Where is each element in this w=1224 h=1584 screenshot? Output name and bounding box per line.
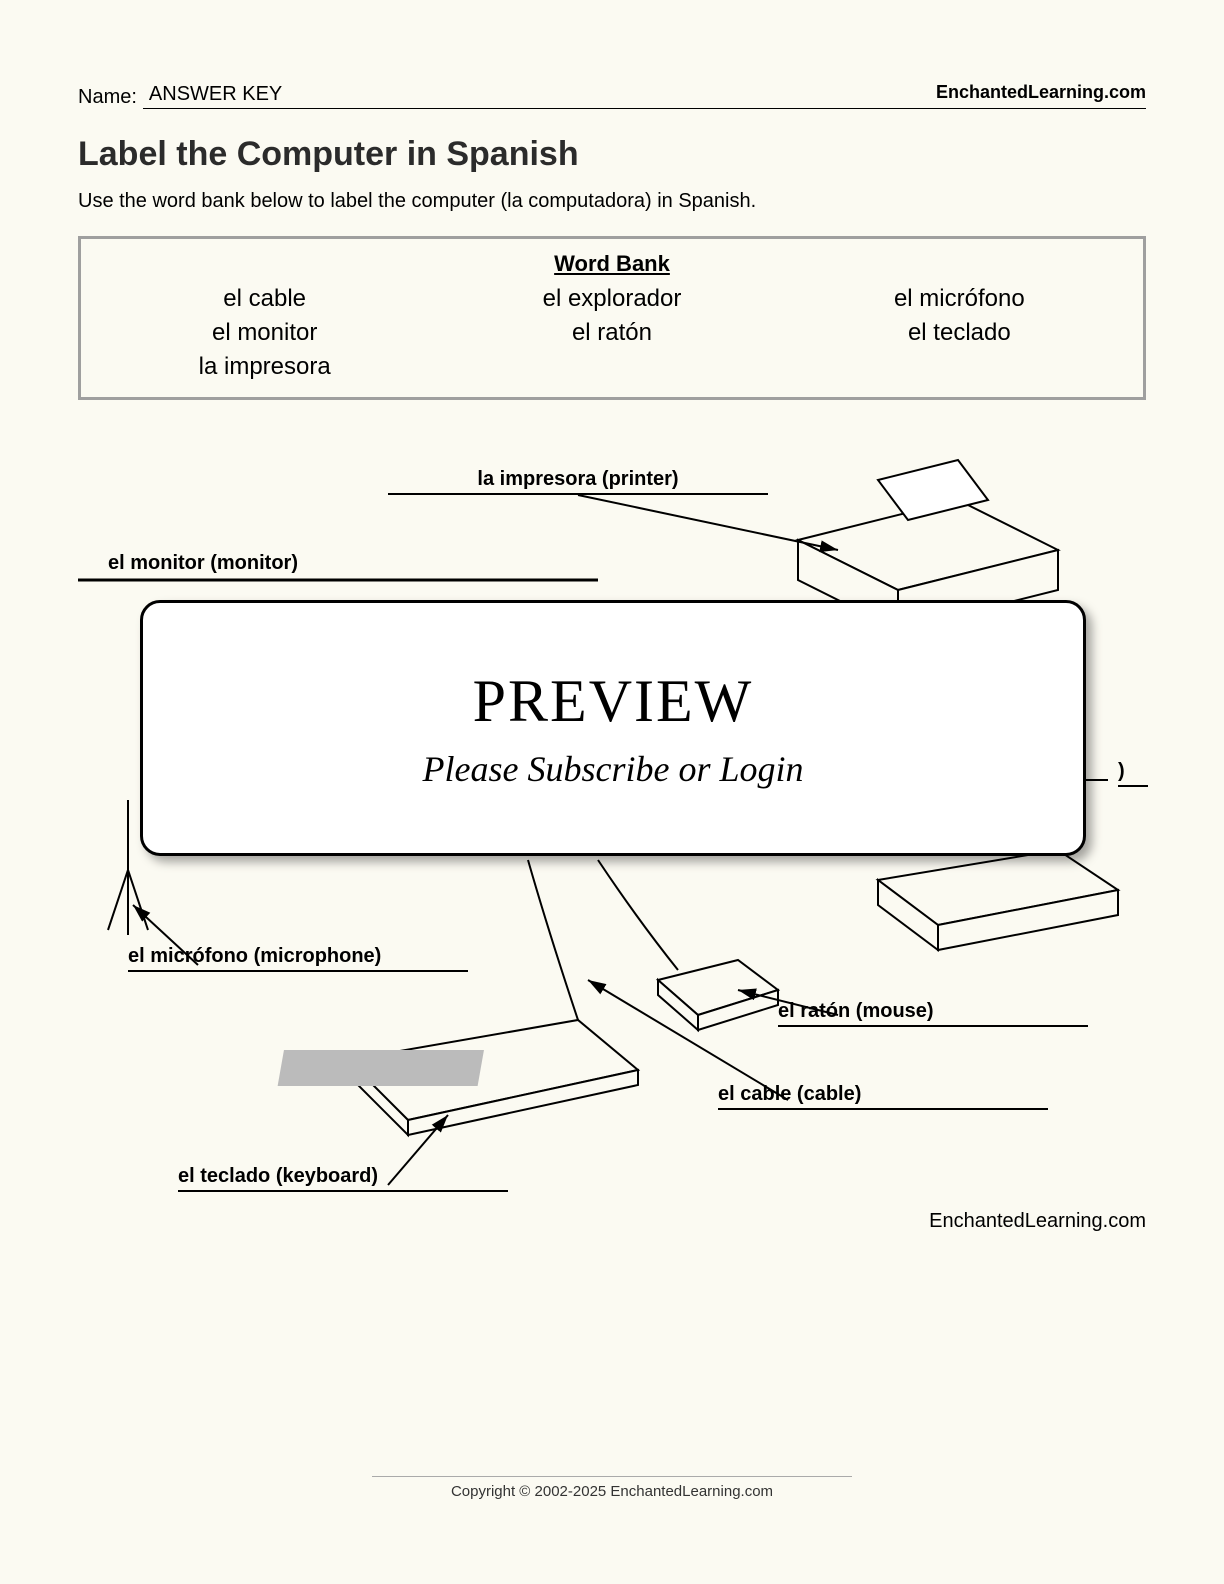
- label-monitor: el monitor (monitor): [108, 552, 298, 575]
- wordbank-item: el ratón: [448, 319, 775, 347]
- worksheet-page: Name: ANSWER KEY EnchantedLearning.com L…: [0, 0, 1224, 1584]
- label-printer: la impresora (printer): [388, 468, 768, 495]
- preview-overlay: PREVIEW Please Subscribe or Login: [140, 600, 1086, 856]
- label-cable: el cable (cable): [718, 1083, 1048, 1110]
- label-mouse-text: el ratón (mouse): [778, 1000, 934, 1022]
- site-header: EnchantedLearning.com: [930, 82, 1146, 103]
- label-mouse: el ratón (mouse): [778, 1000, 1088, 1027]
- copyright-text: Copyright © 2002-2025 EnchantedLearning.…: [451, 1483, 773, 1500]
- overlay-subtitle: Please Subscribe or Login: [423, 748, 804, 790]
- copyright: Copyright © 2002-2025 EnchantedLearning.…: [0, 1476, 1224, 1500]
- label-browser-partial: ): [1118, 760, 1148, 787]
- label-microphone: el micrófono (microphone): [128, 945, 468, 972]
- wordbank-item: el explorador: [448, 285, 775, 313]
- wordbank-item: el cable: [101, 285, 428, 313]
- label-cable-text: el cable (cable): [718, 1083, 861, 1105]
- site-footer-label: EnchantedLearning.com: [929, 1210, 1146, 1233]
- wordbank-item: la impresora: [101, 353, 428, 381]
- label-monitor-text: el monitor (monitor): [108, 552, 298, 574]
- label-printer-text: la impresora (printer): [477, 468, 678, 490]
- wordbank-item: [448, 353, 775, 381]
- word-bank-title: Word Bank: [101, 251, 1123, 277]
- name-value: ANSWER KEY: [149, 83, 282, 106]
- word-bank: Word Bank el cable el explorador el micr…: [78, 236, 1146, 400]
- page-title: Label the Computer in Spanish: [78, 135, 579, 174]
- label-microphone-text: el micrófono (microphone): [128, 945, 381, 967]
- name-label: Name:: [78, 86, 137, 109]
- wordbank-item: el micrófono: [796, 285, 1123, 313]
- wordbank-item: el monitor: [101, 319, 428, 347]
- instructions: Use the word bank below to label the com…: [78, 190, 756, 213]
- wordbank-item: el teclado: [796, 319, 1123, 347]
- label-browser-partial-text: ): [1118, 760, 1125, 782]
- overlay-title: PREVIEW: [473, 667, 754, 736]
- label-keyboard-text: el teclado (keyboard): [178, 1165, 378, 1187]
- word-bank-grid: el cable el explorador el micrófono el m…: [101, 285, 1123, 381]
- wordbank-item: [796, 353, 1123, 381]
- label-keyboard: el teclado (keyboard): [178, 1165, 508, 1192]
